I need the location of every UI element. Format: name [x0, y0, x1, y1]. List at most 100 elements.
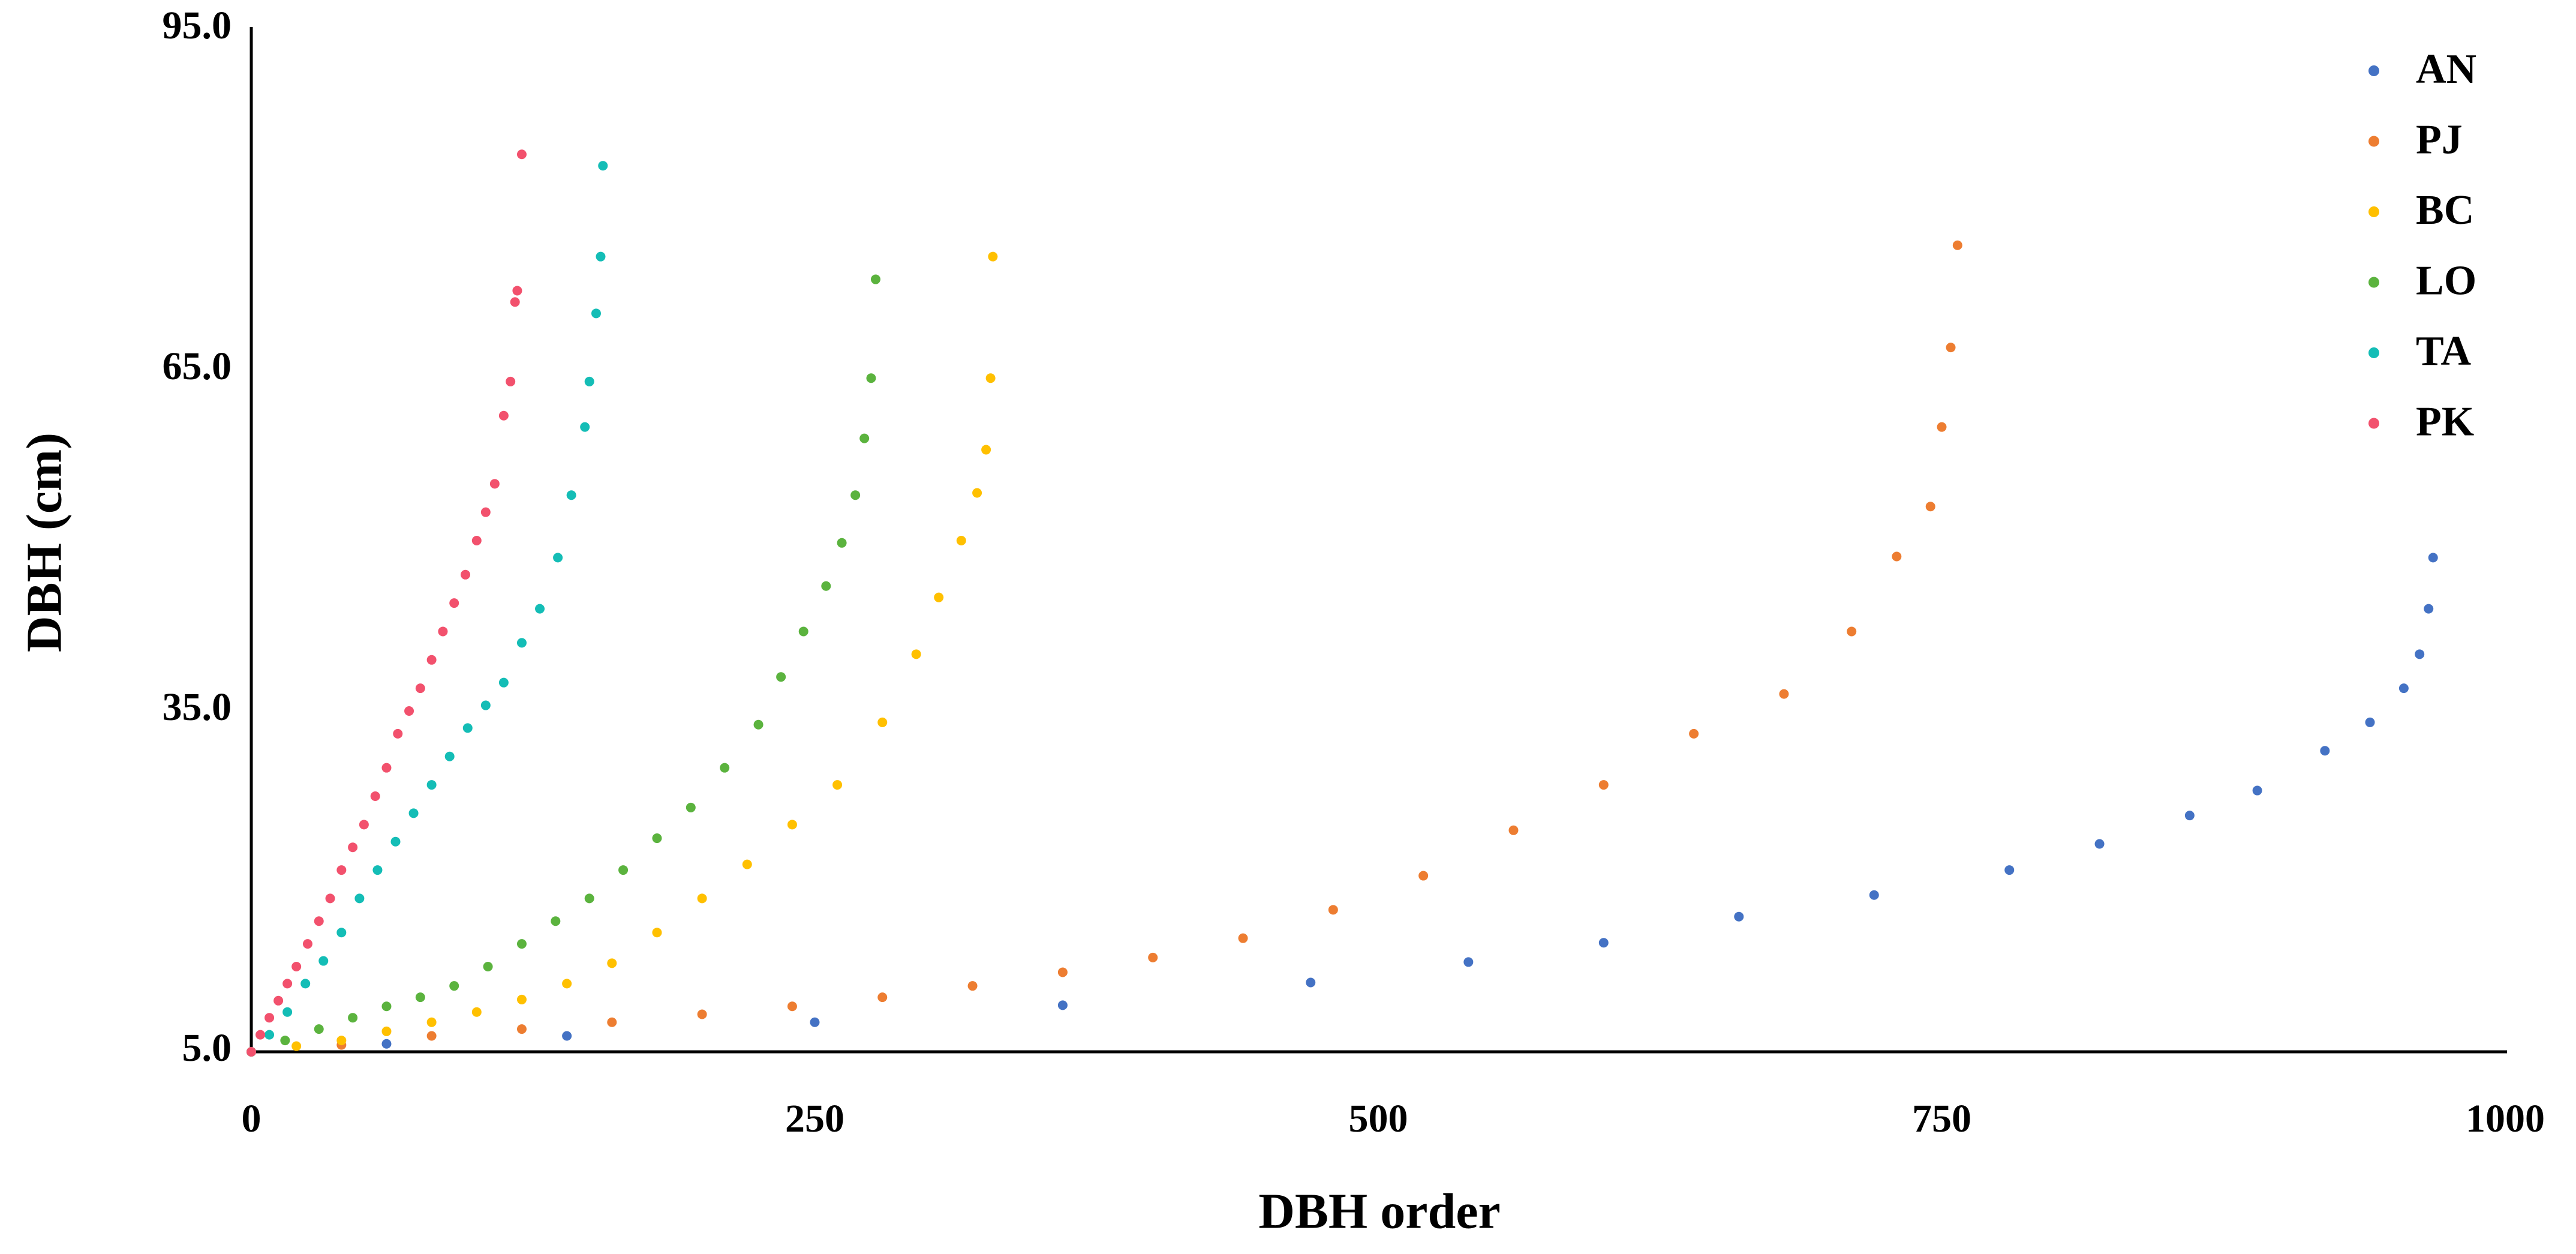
legend-label: PJ [2416, 117, 2463, 163]
data-point [2428, 553, 2438, 563]
data-point [1847, 626, 1857, 637]
data-point [516, 1024, 527, 1034]
data-point [934, 592, 944, 602]
data-point [498, 410, 509, 421]
data-point [325, 893, 335, 904]
data-point [264, 1013, 275, 1023]
data-point [516, 149, 527, 160]
data-point [426, 1031, 437, 1041]
data-point [1946, 343, 1956, 353]
data-point [449, 981, 459, 991]
data-point [850, 490, 861, 500]
data-point [302, 939, 312, 949]
legend-label: LO [2416, 258, 2476, 304]
data-point [354, 893, 365, 904]
data-point [652, 833, 662, 844]
data-point [1689, 728, 1699, 739]
data-point [512, 286, 522, 296]
data-point [1238, 933, 1248, 943]
data-point [480, 700, 491, 710]
data-point [1463, 957, 1474, 967]
x-tick-label: 500 [1349, 1097, 1408, 1141]
data-point [408, 808, 419, 818]
data-point [697, 1009, 707, 1019]
y-axis-title: DBH (cm) [16, 433, 72, 652]
data-point [314, 1024, 324, 1034]
data-point [426, 655, 437, 665]
data-point [584, 893, 594, 904]
data-point [1598, 938, 1609, 948]
data-point [859, 433, 870, 443]
y-tick-label: 35.0 [163, 685, 232, 729]
data-point [336, 1036, 347, 1046]
legend-label: AN [2416, 46, 2476, 92]
data-point [742, 859, 752, 869]
data-point [1418, 871, 1429, 881]
data-point [318, 956, 329, 966]
data-point [516, 994, 527, 1004]
data-point [911, 649, 921, 659]
data-point [393, 728, 403, 739]
data-point [1892, 551, 1902, 562]
data-point [2252, 785, 2262, 796]
data-point [348, 842, 358, 853]
data-point [426, 1017, 437, 1027]
data-point [280, 1036, 290, 1046]
data-point [291, 1041, 302, 1051]
data-point [372, 865, 383, 875]
y-tick-label: 65.0 [163, 344, 232, 388]
data-point [2398, 683, 2409, 694]
data-point [988, 251, 998, 262]
data-point [1952, 240, 1962, 250]
data-point [359, 820, 369, 830]
data-point [1306, 977, 1316, 988]
legend-label: BC [2416, 187, 2474, 233]
data-point [1869, 890, 1879, 900]
data-point [404, 706, 414, 716]
data-point [449, 598, 459, 608]
data-point [967, 981, 978, 991]
data-point [300, 979, 311, 989]
data-point [798, 626, 808, 637]
data-point [553, 553, 563, 563]
data-point [2424, 604, 2434, 614]
legend-marker [2368, 347, 2379, 358]
data-point [810, 1017, 820, 1027]
legend-marker [2368, 65, 2379, 76]
data-point [282, 979, 293, 989]
data-point [483, 962, 493, 971]
data-point [821, 581, 831, 591]
y-tick-label: 95.0 [163, 4, 232, 47]
data-point [1779, 689, 1789, 699]
data-point [870, 274, 880, 284]
x-tick-label: 250 [785, 1097, 844, 1141]
x-tick-label: 0 [242, 1097, 261, 1141]
data-point [535, 604, 545, 614]
data-point [516, 939, 527, 949]
data-point [972, 488, 982, 498]
data-point [2184, 811, 2195, 821]
data-point [720, 763, 730, 773]
data-point [1925, 502, 1935, 512]
legend-marker [2368, 418, 2379, 429]
data-point [273, 995, 284, 1006]
data-point [1734, 911, 1744, 922]
data-point [877, 717, 888, 727]
data-point [1598, 780, 1609, 790]
data-point [489, 479, 500, 489]
data-point [314, 916, 324, 926]
data-point [506, 376, 516, 386]
data-point [1328, 905, 1338, 915]
data-point [877, 992, 888, 1003]
legend-marker [2368, 136, 2379, 147]
data-point [607, 1017, 617, 1027]
legend-marker [2368, 277, 2379, 288]
data-point [2320, 746, 2330, 756]
data-point [753, 719, 764, 730]
data-point [580, 422, 590, 432]
data-point [348, 1013, 358, 1023]
legend-label: PK [2416, 399, 2474, 445]
data-point [390, 836, 401, 847]
data-point [837, 538, 847, 548]
